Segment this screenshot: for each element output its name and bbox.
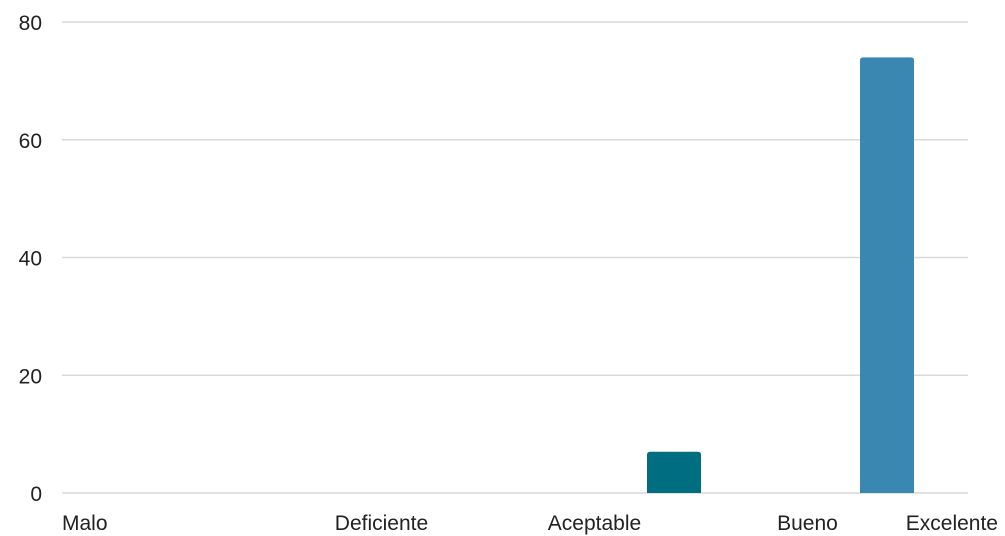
x-tick-label-malo: Malo: [62, 512, 108, 535]
y-tick-label: 60: [19, 130, 42, 153]
x-tick-label-bueno: Bueno: [777, 512, 838, 535]
bars: [647, 57, 914, 493]
x-axis-ticks: Malo Deficiente Aceptable Bueno Excelente: [62, 512, 998, 535]
y-tick-label: 20: [19, 365, 42, 388]
x-tick-label-deficiente: Deficiente: [335, 512, 428, 535]
x-tick-label-aceptable: Aceptable: [548, 512, 641, 535]
y-axis-ticks: 0 20 40 60 80: [19, 12, 42, 506]
bar-bueno: [860, 57, 914, 493]
y-tick-label: 80: [19, 12, 42, 35]
bar-aceptable: [647, 451, 701, 493]
gridlines: [62, 21, 968, 494]
y-tick-label: 40: [19, 248, 42, 271]
y-tick-label: 0: [30, 483, 42, 506]
x-tick-label-excelente: Excelente: [906, 512, 998, 535]
